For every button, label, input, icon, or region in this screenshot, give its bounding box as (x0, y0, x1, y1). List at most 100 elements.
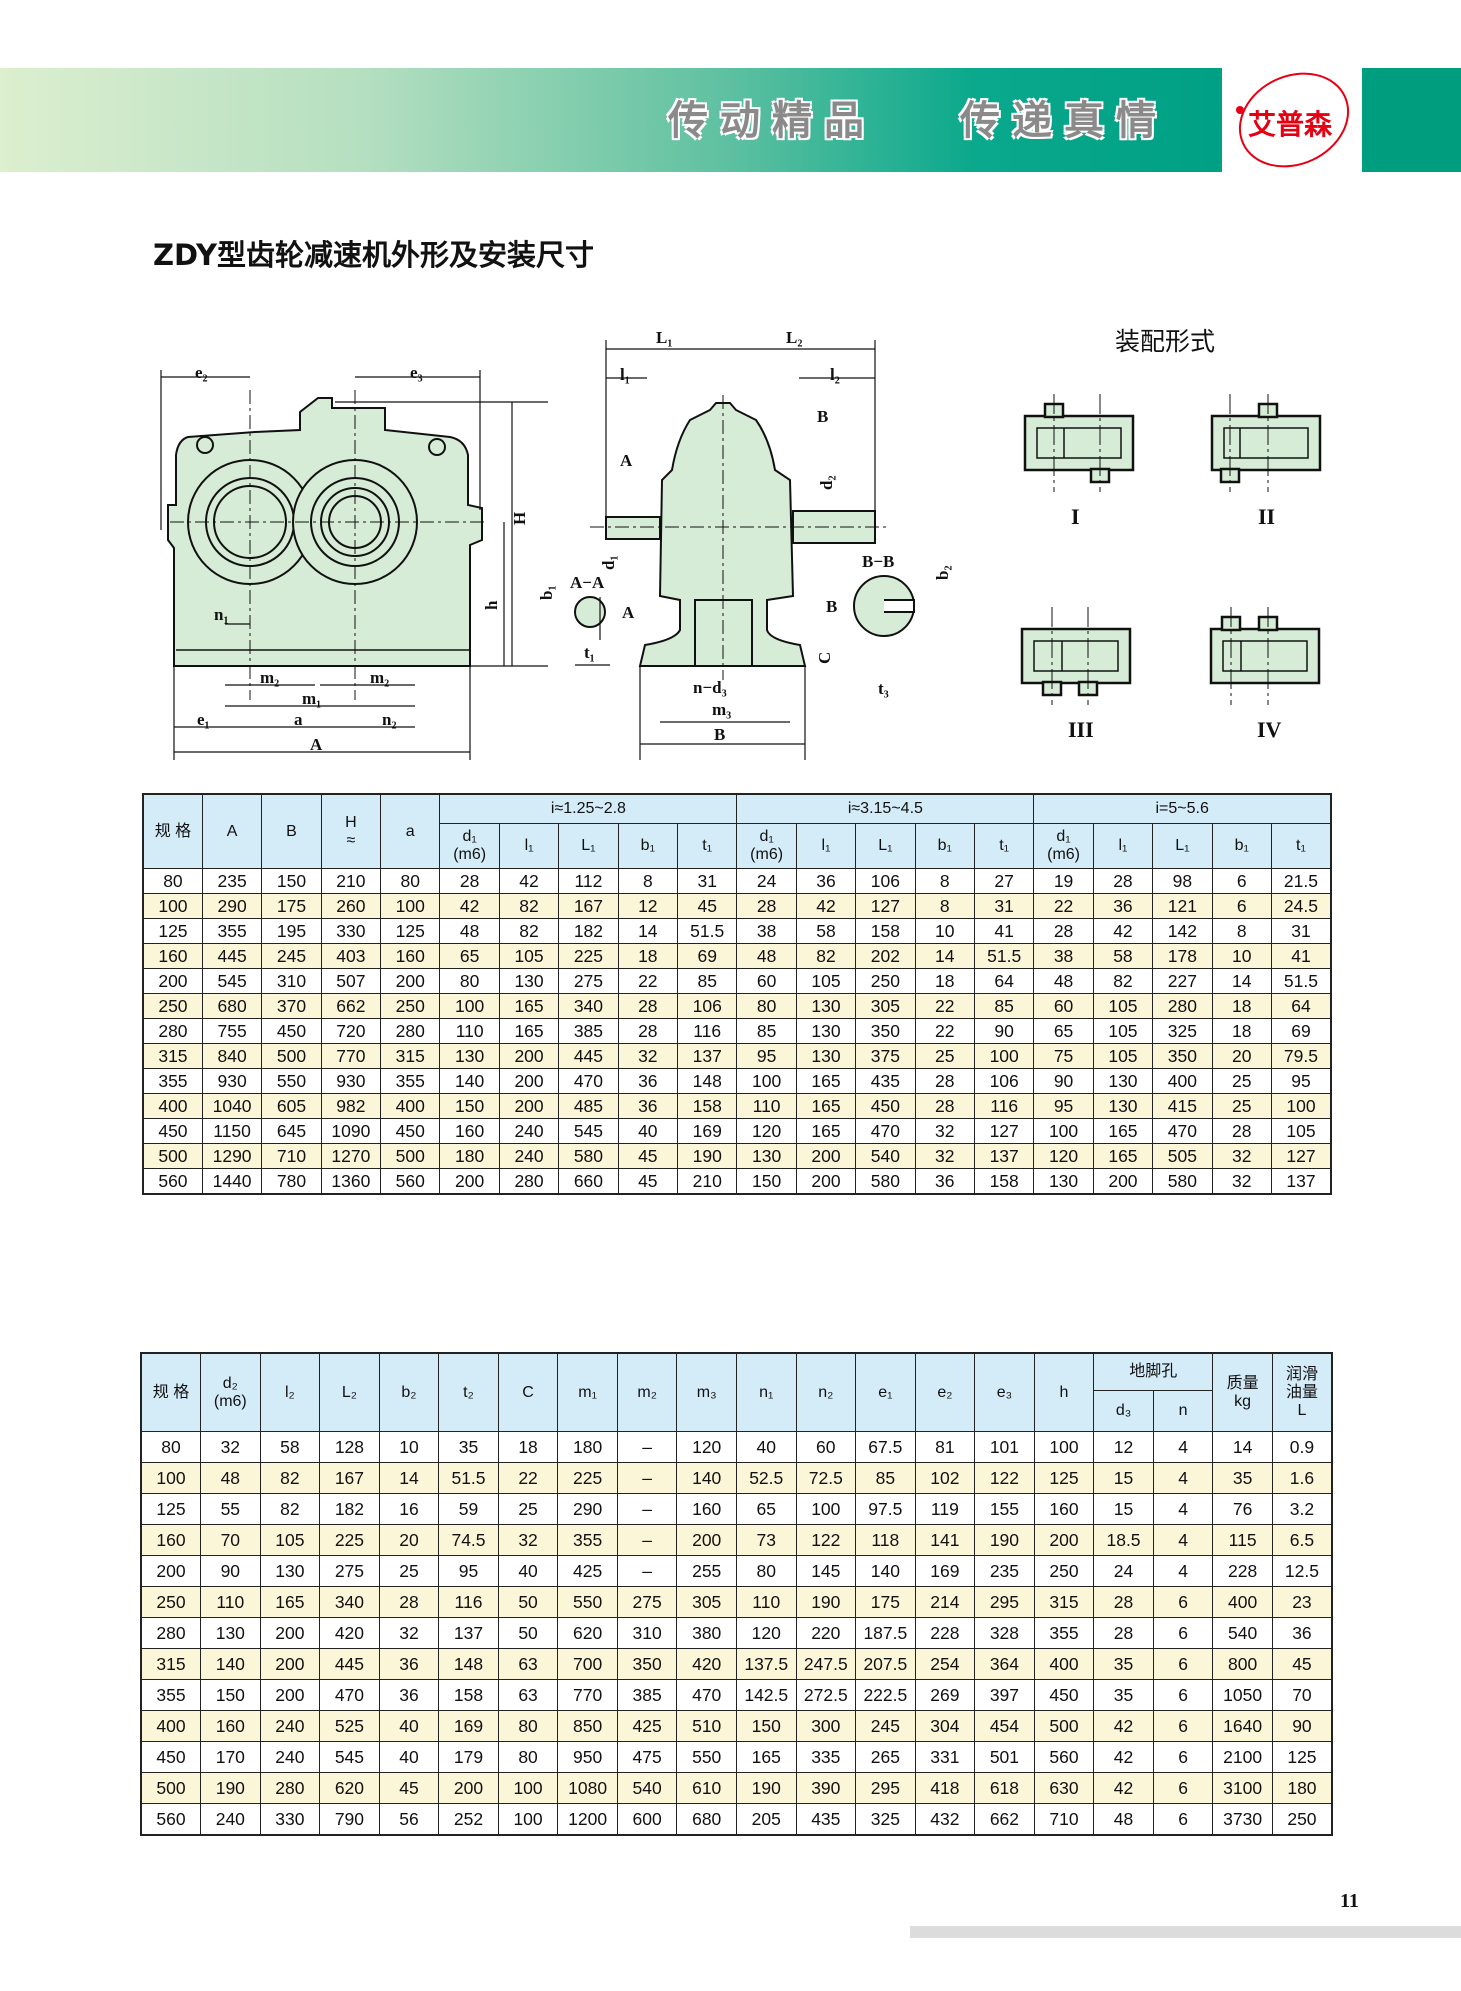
table-cell: 36 (378, 1679, 440, 1711)
table-cell: 102 (914, 1462, 976, 1494)
table-cell: 1090 (320, 1118, 382, 1144)
table-cell: 98 (1152, 868, 1213, 894)
table-cell: 31 (973, 893, 1035, 919)
table-cell: 450 (380, 1118, 441, 1144)
table-cell: 116 (677, 1018, 738, 1044)
table-cell: 228 (914, 1617, 976, 1649)
table-cell: 100 (439, 993, 500, 1019)
model-size-cell: 100 (140, 1462, 202, 1494)
table-row: 200 545 310 507 200 80 130 275 22 85 60 105 250 18 64 4… (142, 968, 1332, 994)
column-header: m₃ (676, 1352, 737, 1432)
column-subheader: d₁ (m6) (439, 823, 500, 869)
table-cell: 80 (736, 993, 797, 1019)
model-size-cell: 315 (140, 1648, 202, 1680)
table-cell: 50 (497, 1617, 559, 1649)
table-row: 450 170 240 545 40 179 80 950 475 550 165 335 265 331… (140, 1741, 1333, 1773)
table-cell: 120 (1033, 1143, 1094, 1169)
table-cell: 1200 (557, 1803, 618, 1836)
table-row: 160 445 245 403 160 65 105 225 18 69 48 82 202 14 51.5… (142, 943, 1332, 969)
table-cell: 45 (617, 1168, 679, 1195)
model-size-cell: 560 (142, 1168, 203, 1195)
model-size-cell: 80 (142, 868, 203, 894)
table-cell: 22 (914, 993, 975, 1019)
table-cell: 6 (1152, 1617, 1214, 1649)
table-cell: 1290 (201, 1143, 263, 1169)
model-size-cell: 450 (140, 1741, 202, 1773)
table-cell: 8 (914, 893, 975, 919)
table-cell: 1150 (201, 1118, 263, 1144)
table-cell: 227 (1152, 968, 1213, 994)
table-cell: 179 (438, 1741, 499, 1773)
slogan-1: 传动精品 (668, 97, 876, 144)
table-cell: 4 (1152, 1431, 1214, 1463)
table-cell: 64 (1270, 993, 1332, 1019)
table-cell: 95 (1270, 1068, 1332, 1094)
side-view (574, 395, 915, 680)
model-size-cell: 160 (142, 943, 203, 969)
column-header: 规 格 (142, 793, 203, 869)
table-cell: 415 (1152, 1093, 1213, 1119)
table-cell: 6 (1152, 1741, 1214, 1773)
label-B-bottom: B (714, 725, 725, 744)
table-cell: 40 (378, 1710, 440, 1742)
table-cell: 445 (201, 943, 263, 969)
table-cell: 245 (855, 1710, 916, 1742)
table-cell: 160 (1033, 1493, 1095, 1525)
table-cell: 24 (736, 868, 797, 894)
table-cell: 280 (259, 1772, 321, 1804)
table-row: 250 110 165 340 28 116 50 550 275 305 110 190 175 214… (140, 1586, 1333, 1618)
table-cell: 25 (378, 1555, 440, 1587)
table-cell: 435 (855, 1068, 916, 1094)
model-size-cell: 80 (140, 1431, 202, 1463)
table-cell: 73 (735, 1524, 797, 1556)
table-cell: 51.5 (1270, 968, 1332, 994)
label-d2: d₂ (817, 475, 836, 490)
table-cell: 355 (201, 918, 263, 944)
table-cell: 90 (973, 1018, 1035, 1044)
model-size-cell: 160 (140, 1524, 202, 1556)
table-cell: 100 (1033, 1431, 1095, 1463)
table-cell: 42 (498, 868, 560, 894)
table-cell: 580 (855, 1168, 916, 1195)
table-row: 80 32 58 128 10 35 18 180–120 40 60 67.5 81 101 100 12… (140, 1431, 1333, 1463)
table-cell: 350 (616, 1648, 678, 1680)
table-cell: 645 (261, 1118, 322, 1144)
table-cell: 180 (439, 1143, 500, 1169)
table-cell: 48 (439, 918, 500, 944)
table-cell: 14 (1212, 1431, 1273, 1463)
table-cell: 200 (380, 968, 441, 994)
table-cell: 355 (557, 1524, 618, 1556)
table-cell: 36 (1092, 893, 1154, 919)
table-cell: 40 (497, 1555, 559, 1587)
table-cell: – (616, 1524, 678, 1556)
label-h: h (482, 600, 501, 610)
table-cell: 8 (914, 868, 975, 894)
table-row: 500 190 280 620 45 200 100 1080 540 610 190 390 295 4… (140, 1772, 1333, 1804)
table-cell: – (616, 1493, 678, 1525)
table-cell: 80 (380, 868, 441, 894)
table-cell: 545 (201, 968, 263, 994)
table-cell: 50 (497, 1586, 559, 1618)
table-cell: 1440 (201, 1168, 263, 1195)
table-cell: 2100 (1212, 1741, 1273, 1773)
table-cell: 59 (438, 1493, 499, 1525)
table-row: 400 160 240 525 40 169 80 850 425 510 150 300 245 304… (140, 1710, 1333, 1742)
table-cell: 28 (1093, 1617, 1154, 1649)
table-cell: 105 (259, 1524, 321, 1556)
ratio-group-header: i≈3.15~4.5 (736, 793, 1035, 824)
table-cell: 470 (558, 1068, 619, 1094)
table-cell: 400 (380, 1093, 441, 1119)
table-cell: 28 (914, 1093, 975, 1119)
table-cell: 137.5 (735, 1648, 797, 1680)
model-size-cell: 125 (140, 1493, 202, 1525)
table-cell: 580 (558, 1143, 619, 1169)
table-cell: 100 (1033, 1118, 1094, 1144)
table-cell: 610 (676, 1772, 737, 1804)
model-size-cell: 450 (142, 1118, 203, 1144)
table-cell: 550 (557, 1586, 618, 1618)
table-cell: 420 (319, 1617, 380, 1649)
column-header: B (261, 793, 322, 869)
table-cell: 150 (439, 1093, 500, 1119)
table-cell: 540 (1212, 1617, 1273, 1649)
table-cell: 140 (200, 1648, 261, 1680)
